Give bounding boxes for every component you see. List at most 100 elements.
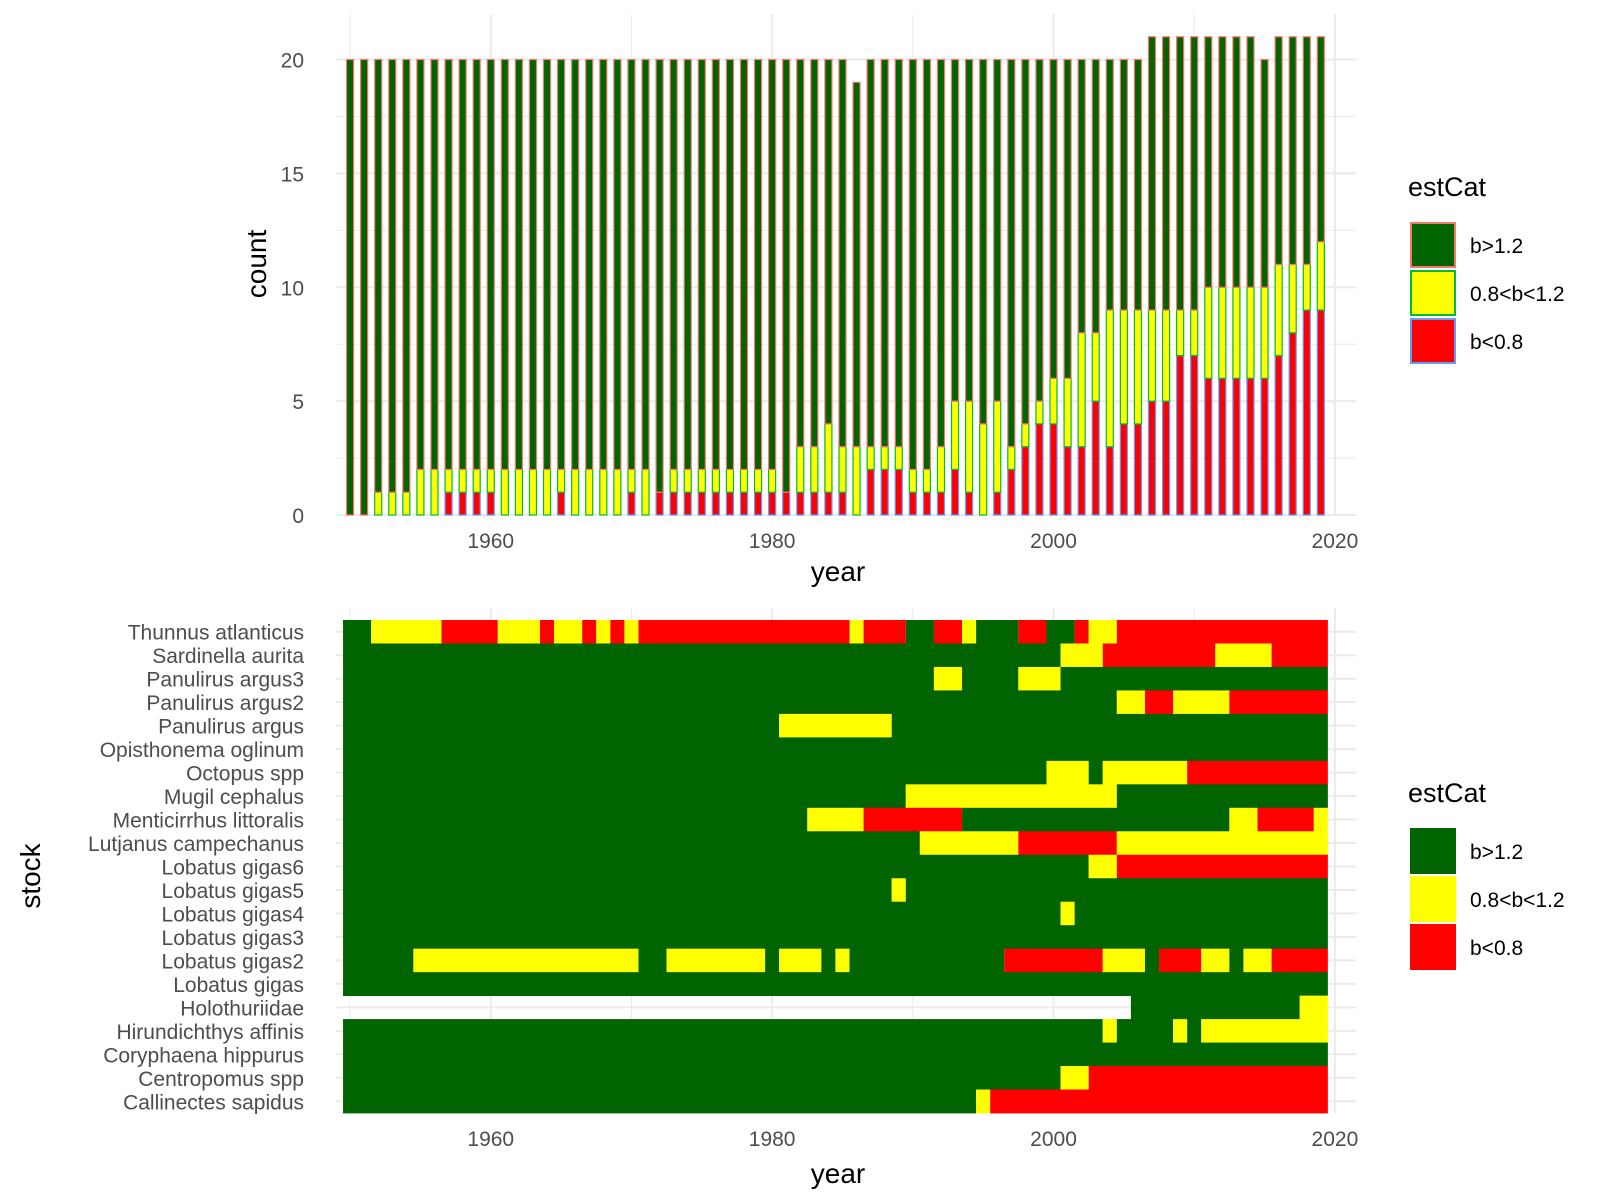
bar-1956-0-8-b-1-2 — [430, 468, 439, 516]
bar-1985-b-0-8 — [838, 491, 847, 516]
bar-1992-0-8-b-1-2 — [936, 446, 946, 493]
cell-octopus-spp-1950-1999 — [343, 760, 1047, 785]
bottom-legend-label-0-8-b-1-2: 0.8<b<1.2 — [1470, 889, 1565, 912]
top-legend: estCat b>1.2 0.8<b<1.2 b<0.8 — [1408, 172, 1565, 364]
cell-lobatus-gigas2-1971-1972 — [638, 948, 667, 973]
top-bar-chart-panel: 0 5 10 15 20 1960 1980 2000 2020 year count est… — [241, 14, 1565, 587]
bar-1994-b-0-8 — [964, 491, 974, 516]
bar-2012-0-8-b-1-2 — [1218, 286, 1227, 379]
bar-1961-b-1-2 — [500, 58, 509, 471]
cell-panulirus-argus3-1994-1997 — [962, 666, 1019, 691]
cell-thunnus-atlanticus-1952-1956 — [371, 620, 442, 644]
cell-lobatus-gigas2-1955-1970 — [413, 948, 639, 973]
cell-callinectes-sapidus-1995-1995 — [976, 1089, 991, 1114]
bar-1985-0-8-b-1-2 — [838, 446, 847, 493]
bar-1957-0-8-b-1-2 — [444, 468, 453, 493]
bar-1987-b-0-8 — [866, 468, 875, 516]
cell-mugil-cephalus-1950-1989 — [343, 784, 906, 809]
bar-1959-b-0-8 — [472, 491, 481, 516]
bar-1964-b-1-2 — [542, 58, 552, 471]
bar-1953-b-1-2 — [388, 58, 397, 493]
bar-1988-0-8-b-1-2 — [880, 446, 889, 471]
bar-1960-b-0-8 — [486, 491, 495, 516]
cell-panulirus-argus2-1950-2004 — [343, 690, 1117, 715]
bar-1978-b-1-2 — [739, 58, 749, 471]
cell-lobatus-gigas2-2013-2013 — [1229, 948, 1244, 973]
bar-2017-0-8-b-1-2 — [1288, 263, 1297, 334]
top-y-tick-10: 10 — [281, 277, 304, 300]
bar-1975-b-0-8 — [697, 491, 706, 516]
bar-2008-b-0-8 — [1161, 400, 1171, 516]
bottom-x-tick-2020: 2020 — [1312, 1128, 1359, 1151]
bar-2013-0-8-b-1-2 — [1232, 286, 1241, 379]
bar-1973-b-1-2 — [669, 58, 678, 471]
bar-1993-0-8-b-1-2 — [950, 400, 960, 471]
bottom-legend-key-b-1-2 — [1410, 828, 1456, 874]
bar-1999-0-8-b-1-2 — [1035, 400, 1044, 425]
cell-centropomus-spp-2001-2002 — [1060, 1066, 1089, 1090]
bar-1983-b-1-2 — [810, 58, 819, 448]
bar-2001-0-8-b-1-2 — [1063, 377, 1072, 448]
bar-1957-b-1-2 — [444, 58, 453, 471]
cell-lobatus-gigas2-2008-2010 — [1159, 948, 1202, 973]
bar-2011-b-1-2 — [1204, 36, 1213, 288]
bar-1955-b-1-2 — [416, 58, 425, 471]
bar-1990-b-0-8 — [908, 491, 917, 516]
bar-2012-b-1-2 — [1218, 36, 1227, 288]
bar-1974-0-8-b-1-2 — [683, 468, 692, 493]
cell-panulirus-argus3-1992-1993 — [933, 666, 963, 691]
bar-1958-b-0-8 — [458, 491, 467, 516]
bar-1981-b-1-2 — [782, 58, 791, 493]
bar-1990-0-8-b-1-2 — [908, 468, 917, 493]
bar-1998-b-0-8 — [1021, 446, 1030, 516]
bottom-legend-key-b-0-8 — [1410, 924, 1456, 970]
bar-1953-0-8-b-1-2 — [388, 491, 397, 516]
cell-lutjanus-campechanus-1991-1997 — [919, 831, 1019, 856]
bar-1959-0-8-b-1-2 — [472, 468, 481, 493]
bar-1952-0-8-b-1-2 — [374, 491, 383, 516]
bar-1982-b-0-8 — [796, 491, 805, 516]
bar-1964-0-8-b-1-2 — [542, 468, 552, 516]
bar-1992-b-1-2 — [936, 58, 946, 448]
cell-coryphaena-hippurus-1950-2019 — [343, 1042, 1328, 1067]
bar-2012-b-0-8 — [1218, 377, 1227, 516]
cell-lobatus-gigas6-1950-2002 — [343, 854, 1089, 879]
stock-label-lobatus-gigas5: Lobatus gigas5 — [162, 880, 304, 903]
bar-2004-0-8-b-1-2 — [1105, 309, 1114, 448]
cell-thunnus-atlanticus-2002-2002 — [1074, 620, 1089, 644]
top-legend-key-0-8-b-1-2 — [1410, 270, 1456, 316]
bar-2000-b-1-2 — [1049, 58, 1058, 379]
bar-1955-0-8-b-1-2 — [416, 468, 425, 516]
bar-2009-0-8-b-1-2 — [1176, 309, 1185, 357]
bar-2006-0-8-b-1-2 — [1133, 309, 1143, 425]
bar-2019-b-1-2 — [1316, 36, 1325, 243]
cell-lobatus-gigas2-1997-2003 — [1004, 948, 1103, 973]
bar-1984-b-1-2 — [824, 58, 833, 425]
top-legend-key-b-1-2 — [1410, 222, 1456, 268]
bar-1997-b-0-8 — [1007, 468, 1016, 516]
bar-1982-0-8-b-1-2 — [796, 446, 805, 493]
bar-2009-b-1-2 — [1176, 36, 1185, 311]
bar-1994-b-1-2 — [964, 58, 974, 402]
cell-lobatus-gigas6-2005-2019 — [1116, 854, 1328, 879]
bar-2017-b-0-8 — [1288, 332, 1297, 516]
bar-2014-b-0-8 — [1246, 377, 1255, 516]
cell-lutjanus-campechanus-2005-2019 — [1116, 831, 1328, 856]
bar-2009-b-0-8 — [1176, 354, 1185, 516]
top-x-tick-1960: 1960 — [467, 530, 514, 553]
cell-thunnus-atlanticus-1967-1967 — [582, 620, 597, 644]
cell-lobatus-gigas2-1981-1983 — [779, 948, 822, 973]
bottom-y-axis-label: stock — [15, 842, 46, 908]
cell-menticirrhus-littoralis-2019-2019 — [1313, 807, 1328, 832]
bar-1975-b-1-2 — [697, 58, 706, 471]
bar-2010-b-0-8 — [1190, 354, 1199, 516]
bar-2002-b-1-2 — [1077, 58, 1086, 334]
top-y-axis-label: count — [241, 230, 272, 299]
cell-octopus-spp-2000-2002 — [1046, 760, 1089, 785]
bar-2011-0-8-b-1-2 — [1204, 286, 1213, 379]
bar-1998-b-1-2 — [1021, 58, 1030, 425]
cell-lobatus-gigas6-2003-2004 — [1088, 854, 1117, 879]
cell-lobatus-gigas-1950-2019 — [343, 972, 1328, 997]
bar-2014-b-1-2 — [1246, 36, 1255, 288]
